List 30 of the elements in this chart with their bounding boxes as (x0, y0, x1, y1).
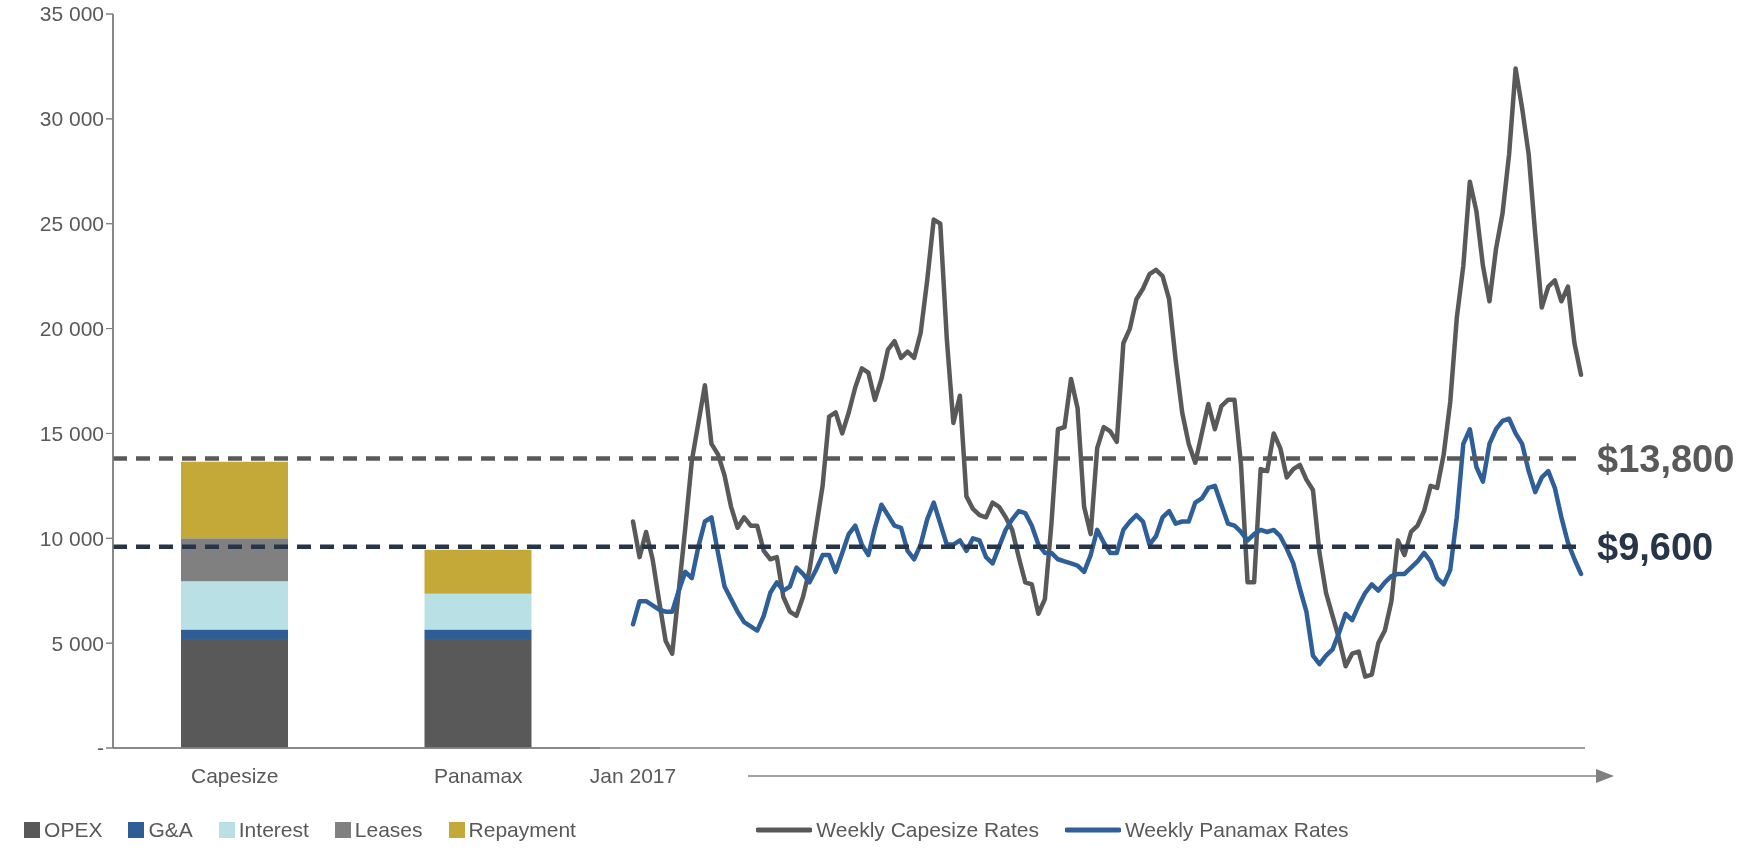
legend-label: Repayment (468, 818, 576, 842)
x-tick-label: Capesize (190, 763, 279, 787)
bar (424, 549, 532, 594)
bar (424, 638, 532, 748)
bar (181, 538, 288, 582)
legend-label: Interest (238, 818, 309, 842)
x-tick-label: Panamax (433, 763, 524, 787)
x-tick-label: Jan 2017 (589, 763, 677, 787)
legend-label: Weekly Panamax Rates (1124, 818, 1349, 842)
bar (424, 593, 532, 630)
y-tick-label: 35 000 (39, 2, 104, 26)
line-series (630, 416, 1584, 667)
legend-label: Weekly Capesize Rates (816, 818, 1039, 842)
ref-line-label: $9,600 (1597, 526, 1714, 569)
bar (181, 581, 288, 630)
y-tick-label: 15 000 (39, 421, 104, 445)
legend-label: OPEX (44, 818, 103, 842)
y-tick-label: 5 000 (51, 631, 104, 655)
bar (181, 629, 288, 639)
ref-line-label: $13,800 (1597, 438, 1735, 481)
y-tick-label: 25 000 (39, 212, 104, 236)
y-tick-label: 10 000 (39, 526, 104, 550)
legend-label: G&A (148, 818, 193, 842)
bar (181, 461, 288, 539)
legend-label: Leases (354, 818, 423, 842)
y-tick-label: 20 000 (39, 317, 104, 341)
y-tick-label: 30 000 (39, 107, 104, 131)
y-tick-label: - (97, 736, 104, 760)
bar (181, 638, 288, 748)
bar (424, 629, 532, 639)
